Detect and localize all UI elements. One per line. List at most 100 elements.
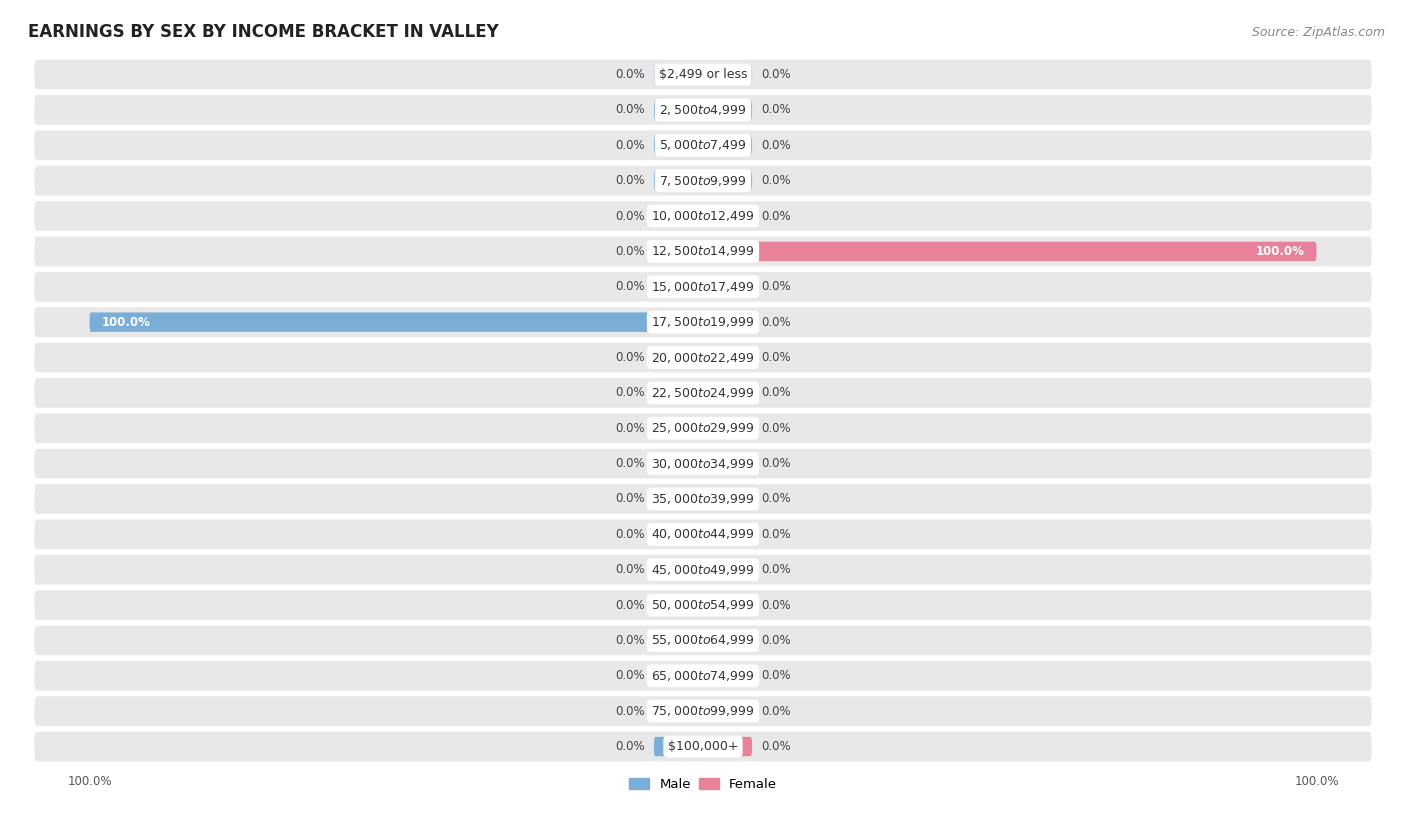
FancyBboxPatch shape [703,631,752,650]
Text: 0.0%: 0.0% [614,634,645,647]
Text: 0.0%: 0.0% [614,210,645,223]
Text: Source: ZipAtlas.com: Source: ZipAtlas.com [1251,26,1385,39]
FancyBboxPatch shape [703,100,752,120]
FancyBboxPatch shape [703,312,752,332]
FancyBboxPatch shape [703,524,752,544]
Text: 0.0%: 0.0% [761,68,792,81]
Text: $20,000 to $22,499: $20,000 to $22,499 [651,350,755,364]
Text: 0.0%: 0.0% [761,422,792,435]
Text: $75,000 to $99,999: $75,000 to $99,999 [651,704,755,718]
Text: 0.0%: 0.0% [761,528,792,541]
FancyBboxPatch shape [654,241,703,261]
FancyBboxPatch shape [34,696,1372,726]
FancyBboxPatch shape [703,702,752,721]
Text: 0.0%: 0.0% [761,563,792,576]
FancyBboxPatch shape [703,348,752,367]
FancyBboxPatch shape [703,65,752,85]
FancyBboxPatch shape [654,489,703,509]
Text: 0.0%: 0.0% [614,457,645,470]
FancyBboxPatch shape [703,383,752,402]
Text: 0.0%: 0.0% [761,457,792,470]
Text: 0.0%: 0.0% [614,280,645,293]
FancyBboxPatch shape [34,661,1372,691]
FancyBboxPatch shape [654,595,703,615]
Text: $55,000 to $64,999: $55,000 to $64,999 [651,633,755,647]
FancyBboxPatch shape [654,560,703,580]
FancyBboxPatch shape [654,702,703,721]
FancyBboxPatch shape [90,312,703,332]
Text: 0.0%: 0.0% [614,563,645,576]
FancyBboxPatch shape [703,595,752,615]
Text: 0.0%: 0.0% [761,705,792,718]
FancyBboxPatch shape [34,130,1372,160]
FancyBboxPatch shape [34,484,1372,514]
FancyBboxPatch shape [654,454,703,473]
FancyBboxPatch shape [703,454,752,473]
Text: EARNINGS BY SEX BY INCOME BRACKET IN VALLEY: EARNINGS BY SEX BY INCOME BRACKET IN VAL… [28,24,499,41]
Text: 0.0%: 0.0% [761,493,792,506]
FancyBboxPatch shape [34,732,1372,762]
FancyBboxPatch shape [654,100,703,120]
FancyBboxPatch shape [703,207,752,226]
Text: $12,500 to $14,999: $12,500 to $14,999 [651,245,755,259]
FancyBboxPatch shape [34,307,1372,337]
FancyBboxPatch shape [34,590,1372,620]
Text: 0.0%: 0.0% [614,174,645,187]
FancyBboxPatch shape [703,560,752,580]
Text: 0.0%: 0.0% [614,422,645,435]
Text: 0.0%: 0.0% [761,280,792,293]
FancyBboxPatch shape [654,419,703,438]
Text: 0.0%: 0.0% [761,103,792,116]
FancyBboxPatch shape [34,449,1372,479]
Text: 0.0%: 0.0% [761,740,792,753]
Text: 0.0%: 0.0% [761,139,792,152]
FancyBboxPatch shape [654,383,703,402]
FancyBboxPatch shape [654,171,703,190]
FancyBboxPatch shape [703,277,752,297]
FancyBboxPatch shape [654,666,703,685]
FancyBboxPatch shape [34,272,1372,302]
Text: $50,000 to $54,999: $50,000 to $54,999 [651,598,755,612]
Text: $100,000+: $100,000+ [668,740,738,753]
FancyBboxPatch shape [703,241,1316,261]
Text: 0.0%: 0.0% [761,669,792,682]
FancyBboxPatch shape [703,489,752,509]
FancyBboxPatch shape [34,166,1372,196]
Text: $22,500 to $24,999: $22,500 to $24,999 [651,386,755,400]
Text: $35,000 to $39,999: $35,000 to $39,999 [651,492,755,506]
Text: 0.0%: 0.0% [761,210,792,223]
FancyBboxPatch shape [34,625,1372,655]
FancyBboxPatch shape [34,554,1372,585]
Text: $2,500 to $4,999: $2,500 to $4,999 [659,103,747,117]
FancyBboxPatch shape [34,59,1372,89]
Text: $65,000 to $74,999: $65,000 to $74,999 [651,669,755,683]
Text: 0.0%: 0.0% [614,245,645,258]
FancyBboxPatch shape [703,737,752,756]
FancyBboxPatch shape [34,201,1372,231]
Text: 0.0%: 0.0% [614,669,645,682]
Text: 0.0%: 0.0% [614,493,645,506]
Text: 0.0%: 0.0% [614,351,645,364]
Text: 0.0%: 0.0% [761,386,792,399]
FancyBboxPatch shape [654,65,703,85]
Text: $5,000 to $7,499: $5,000 to $7,499 [659,138,747,152]
Text: 0.0%: 0.0% [761,634,792,647]
Text: 0.0%: 0.0% [761,174,792,187]
FancyBboxPatch shape [34,342,1372,372]
Text: 0.0%: 0.0% [614,740,645,753]
Text: $15,000 to $17,499: $15,000 to $17,499 [651,280,755,293]
FancyBboxPatch shape [34,95,1372,125]
FancyBboxPatch shape [654,207,703,226]
Text: 0.0%: 0.0% [761,598,792,611]
FancyBboxPatch shape [34,237,1372,267]
FancyBboxPatch shape [34,520,1372,550]
FancyBboxPatch shape [654,737,703,756]
FancyBboxPatch shape [703,666,752,685]
FancyBboxPatch shape [34,378,1372,408]
Text: 0.0%: 0.0% [614,705,645,718]
Text: 0.0%: 0.0% [614,528,645,541]
Text: $10,000 to $12,499: $10,000 to $12,499 [651,209,755,223]
FancyBboxPatch shape [34,413,1372,443]
Text: $30,000 to $34,999: $30,000 to $34,999 [651,457,755,471]
FancyBboxPatch shape [654,136,703,155]
